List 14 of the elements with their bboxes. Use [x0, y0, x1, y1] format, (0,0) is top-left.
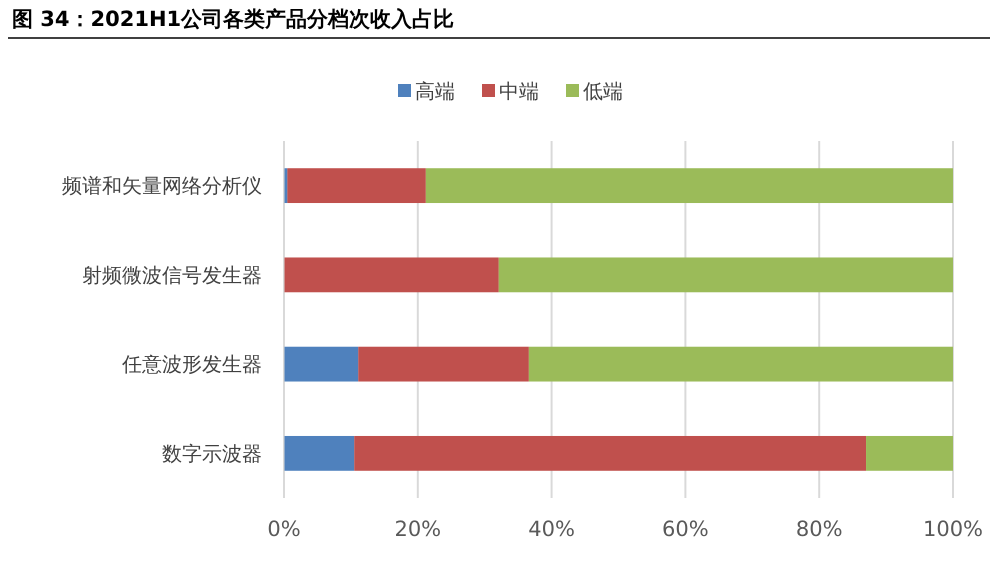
y-tick-label: 频谱和矢量网络分析仪 — [62, 174, 262, 198]
x-tick-label: 20% — [394, 517, 442, 541]
x-tick-label: 80% — [796, 517, 843, 541]
x-tick-label: 100% — [922, 517, 984, 541]
x-tick-label: 60% — [662, 517, 709, 541]
legend-label: 高端 — [415, 79, 455, 103]
legend-label: 低端 — [583, 79, 623, 103]
y-tick-label: 数字示波器 — [162, 441, 262, 466]
x-tick-label: 0% — [267, 517, 301, 541]
y-tick-label: 射频微波信号发生器 — [82, 262, 262, 287]
chart-title: 图 34：2021H1公司各类产品分档次收入占比 — [12, 7, 454, 31]
x-tick-label: 40% — [528, 517, 575, 541]
y-tick-label: 任意波形发生器 — [121, 352, 262, 376]
legend-label: 中端 — [499, 79, 539, 103]
